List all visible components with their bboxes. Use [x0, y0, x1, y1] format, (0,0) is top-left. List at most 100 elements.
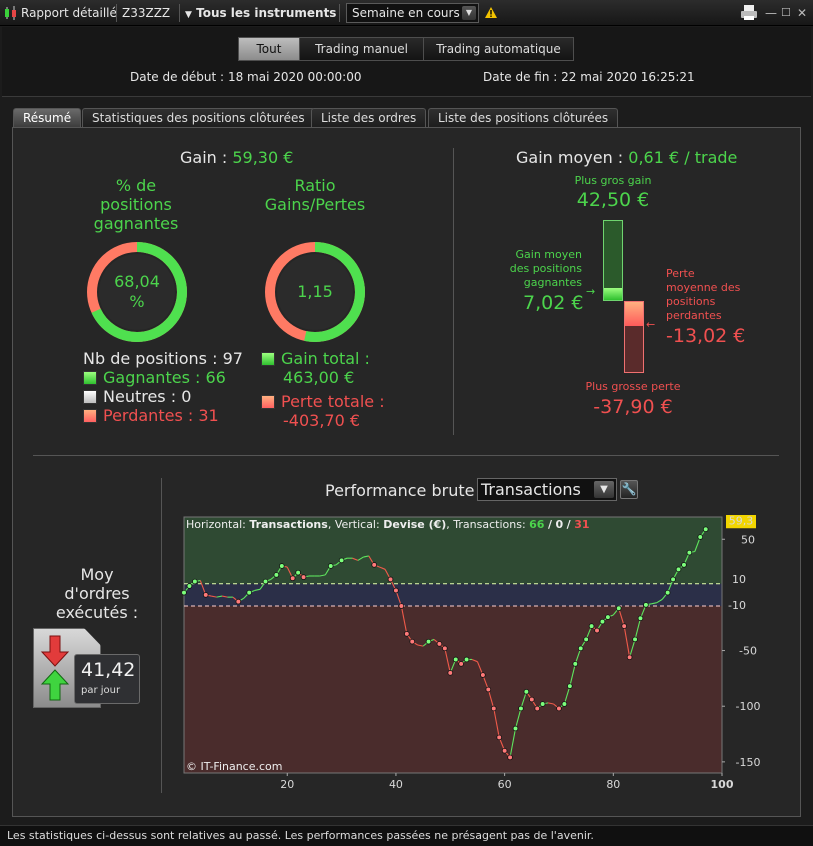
- series-segment: [656, 598, 663, 604]
- legend-comma: ,: [446, 518, 450, 531]
- data-point: [485, 686, 492, 693]
- disclaimer-text: Les statistiques ci-dessus sont relative…: [7, 829, 594, 842]
- series-segment: [618, 608, 625, 627]
- tab-summary[interactable]: Résumé: [13, 108, 82, 128]
- tab-all[interactable]: Tout: [238, 37, 300, 61]
- x-tick-label: 60: [498, 778, 512, 791]
- series-segment: [363, 555, 369, 558]
- minimize-icon[interactable]: —: [765, 6, 777, 20]
- data-point: [518, 705, 524, 712]
- data-point: [404, 631, 410, 637]
- print-icon[interactable]: [739, 0, 759, 26]
- y-tick-label: 50: [741, 533, 755, 546]
- last-value-tag: 59,3: [729, 515, 754, 527]
- tab-automatic-trading[interactable]: Trading automatique: [423, 37, 574, 61]
- legend-horizontal-value: Transactions: [249, 518, 328, 531]
- data-point: [398, 603, 405, 609]
- avg-win-label-line: Gain moyen: [515, 248, 582, 261]
- data-point: [643, 602, 649, 608]
- tab-manual-trading[interactable]: Trading manuel: [299, 37, 424, 61]
- performance-label: Performance brute: [325, 481, 475, 500]
- series-segment: [514, 708, 522, 729]
- data-point: [512, 725, 519, 732]
- report-title: Rapport détaillé: [21, 6, 117, 20]
- worst-loss-bar: [624, 301, 644, 373]
- series-segment: [400, 605, 408, 634]
- warning-icon[interactable]: [484, 0, 498, 26]
- x-tick-label: 20: [280, 778, 294, 791]
- tab-closed-stats[interactable]: Statistiques des positions clôturées: [82, 108, 315, 128]
- legend-loss-count: 31: [574, 518, 590, 531]
- win-pct-unit: %: [129, 292, 145, 311]
- y-tick-label: -150: [736, 756, 761, 769]
- data-point: [300, 574, 307, 580]
- avg-loss-bar-fill: [625, 302, 643, 326]
- best-gain-value: 42,50 €: [576, 189, 650, 211]
- section-divider: [453, 148, 454, 435]
- data-point: [507, 754, 513, 761]
- win-pct-donut: [87, 242, 187, 342]
- neutral-label: Neutres : 0: [103, 387, 192, 406]
- avg-loss-label-line: perdantes: [666, 309, 722, 322]
- ratio-title-line: Ratio: [294, 176, 336, 195]
- donut-win-arc: [265, 242, 365, 342]
- tab-orders-list[interactable]: Liste des ordres: [311, 108, 427, 128]
- data-point: [295, 569, 301, 576]
- legend-vertical-value: Devise (€): [383, 518, 447, 531]
- losers-label: Perdantes : 31: [103, 406, 219, 425]
- performance-select[interactable]: Transactions ▼: [477, 478, 617, 501]
- legend-win-count: 66: [529, 518, 545, 531]
- avg-loss-label-line: positions: [666, 295, 716, 308]
- series-segment: [352, 557, 359, 561]
- legend-transactions-label: Transactions:: [453, 518, 526, 531]
- data-point: [702, 526, 709, 533]
- avg-win-label: Gain moyen des positions gagnantes: [490, 248, 582, 290]
- close-icon[interactable]: ✕: [797, 6, 808, 20]
- period-select[interactable]: Semaine en cours ▼: [346, 3, 479, 23]
- donut-win-arc: [87, 242, 187, 342]
- data-point: [588, 623, 595, 629]
- series-segment: [417, 644, 424, 647]
- data-point: [675, 566, 682, 573]
- total-gain: Gain total : 463,00 €: [261, 349, 370, 387]
- positions-count: Nb de positions : 97: [83, 349, 243, 368]
- data-point: [186, 583, 193, 589]
- series-segment: [379, 566, 386, 570]
- data-point: [425, 638, 432, 645]
- account-label[interactable]: Z33ZZZ: [122, 6, 171, 20]
- orders-badge: 41,42 par jour: [74, 654, 140, 704]
- wrench-icon[interactable]: 🔧: [620, 480, 638, 499]
- chart-watermark: © IT-Finance.com: [186, 760, 283, 773]
- avg-loss-value: -13,02 €: [666, 325, 746, 347]
- data-point: [594, 627, 600, 634]
- horizontal-divider: [33, 455, 779, 456]
- maximize-icon[interactable]: ☐: [781, 6, 791, 19]
- start-date-value: 18 mai 2020 00:00:00: [227, 70, 362, 84]
- data-point: [273, 572, 280, 578]
- series-segment: [211, 595, 217, 598]
- data-point: [523, 688, 530, 695]
- donut-center: [277, 254, 353, 330]
- orders-divider: [161, 478, 162, 793]
- best-gain-bar: [603, 220, 623, 301]
- worst-loss-label: Plus grosse perte: [585, 380, 681, 393]
- gain-label: Gain :: [180, 148, 228, 167]
- series-segment: [629, 639, 636, 658]
- instruments-dropdown[interactable]: ▼ Tous les instruments: [185, 0, 336, 26]
- legend-neutral-count: 0: [555, 518, 564, 531]
- performance-chart[interactable]: 20 40 60 80 100 50 -50 -100 -150 10 -10 59,3: [182, 515, 762, 795]
- donut-center: [99, 254, 175, 330]
- data-point: [436, 641, 443, 647]
- data-point: [626, 654, 633, 661]
- orders-title: Moy d'ordres exécutés :: [33, 565, 161, 622]
- plot-frame: [183, 516, 723, 774]
- chevron-down-icon: ▼: [185, 10, 192, 20]
- series-segment: [509, 728, 517, 758]
- end-date-value: 22 mai 2020 16:25:21: [561, 70, 695, 84]
- x-tick-label: 100: [711, 778, 734, 791]
- disclaimer: Les statistiques ci-dessus sont relative…: [0, 825, 813, 846]
- win-pct-title-line: % de: [115, 176, 157, 195]
- data-point: [182, 589, 187, 596]
- series-segment: [634, 618, 642, 640]
- tab-closed-positions-list[interactable]: Liste des positions clôturées: [428, 108, 619, 128]
